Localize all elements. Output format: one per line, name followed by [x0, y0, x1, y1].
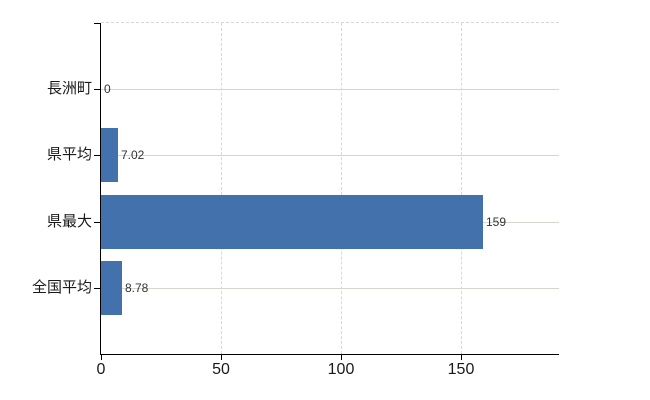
x-axis-line	[100, 354, 559, 355]
x-axis-tick-label: 50	[212, 361, 230, 378]
y-axis-tick	[94, 222, 100, 223]
y-axis-tick	[94, 89, 100, 90]
y-axis-tick	[94, 155, 100, 156]
y-axis-line	[100, 23, 101, 355]
x-axis-tick-label: 100	[327, 361, 355, 378]
category-label: 全国平均	[31, 279, 92, 296]
value-label: 159	[486, 215, 507, 229]
gridline-vertical	[341, 23, 342, 354]
y-axis-tick	[94, 288, 100, 289]
x-axis-tick-label: 0	[96, 361, 106, 378]
x-axis-tick	[341, 355, 342, 360]
value-label: 0	[104, 82, 111, 96]
plot-top-border	[101, 22, 559, 23]
category-label: 長洲町	[46, 80, 92, 97]
bar	[101, 128, 118, 182]
gridline-vertical	[461, 23, 462, 354]
x-axis-tick-label: 150	[447, 361, 475, 378]
x-axis-tick	[461, 355, 462, 360]
y-axis-end-tick	[94, 23, 100, 24]
x-axis-tick	[221, 355, 222, 360]
category-label: 県平均	[46, 146, 92, 163]
x-axis-tick	[101, 355, 102, 360]
bar	[101, 195, 483, 249]
bar	[101, 261, 122, 315]
value-label: 8.78	[125, 281, 149, 295]
gridline-horizontal	[101, 288, 559, 289]
gridline-horizontal	[101, 89, 559, 90]
category-label: 県最大	[46, 213, 92, 230]
gridline-horizontal	[101, 155, 559, 156]
value-label: 7.02	[121, 148, 145, 162]
gridline-vertical	[221, 23, 222, 354]
